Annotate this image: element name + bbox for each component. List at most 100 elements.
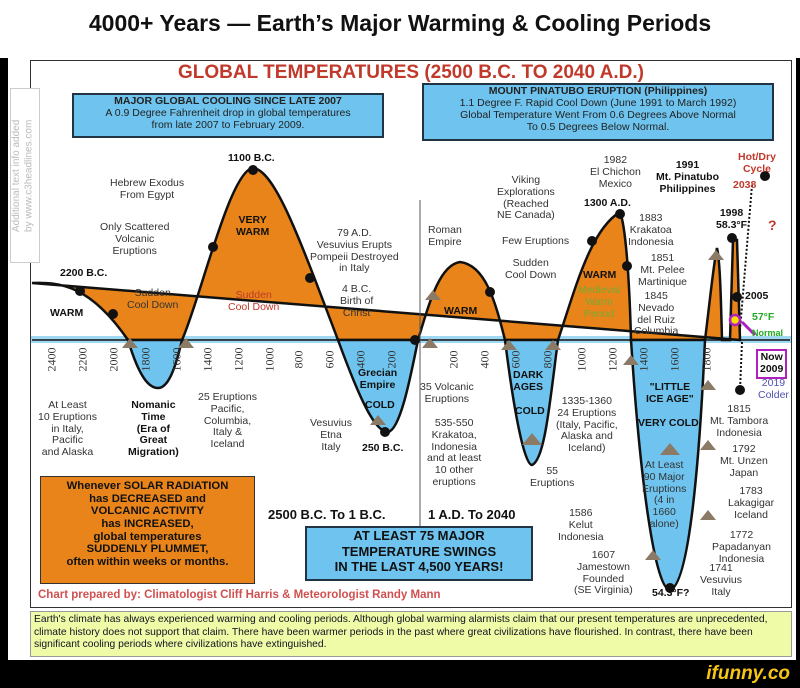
period-bc: 2500 B.C. To 1 B.C. [268, 507, 386, 522]
credit-line: Chart prepared by: Climatologist Cliff H… [38, 589, 441, 601]
projection-line [739, 184, 753, 331]
label-pelee: 1851 Mt. Pelee Martinique [638, 252, 688, 288]
label-medieval: Medieval Warm Period [578, 284, 621, 320]
tick-label-ad: 1600 [667, 347, 682, 372]
now-arrow [740, 320, 757, 337]
label-nomanic: Nomanic Time (Era of Great Migration) [128, 399, 179, 458]
label-jamestown: 1607 Jamestown Founded (SE Virginia) [574, 549, 633, 597]
pinatubo-heading: MOUNT PINATUBO ERUPTION (Philippines) [488, 85, 708, 97]
current-temp-marker [728, 313, 742, 327]
label-cold: COLD [365, 399, 395, 411]
key-points [75, 165, 770, 593]
label-ruiz: 1845 Nevado del Ruiz Columbia [634, 290, 679, 338]
label-warm-2: WARM [444, 305, 478, 317]
tick-label-bc: 200 [384, 350, 399, 369]
cooling-box: MAJOR GLOBAL COOLING SINCE LATE 2007 A 0.… [72, 93, 384, 138]
label-kelut: 1586 Kelut Indonesia [558, 507, 604, 543]
label-roman: Roman Empire [428, 224, 462, 248]
label-25-eruptions: 25 Eruptions Pacific, Columbia, Italy & … [198, 391, 257, 450]
label-chichon: 1982 El Chichon Mexico [590, 154, 641, 190]
page-title: 4000+ Years — Earth’s Major Warming & Co… [88, 10, 712, 36]
label-warm: WARM [50, 307, 84, 319]
swings-box: AT LEAST 75 MAJOR TEMPERATURE SWINGS IN … [305, 526, 533, 581]
label-2200bc: 2200 B.C. [60, 267, 108, 279]
label-krakatoa-535: 535-550 Krakatoa, Indonesia and at least… [427, 417, 482, 488]
label-pinatubo: 1991 Mt. Pinatubo Philippines [656, 159, 719, 195]
caption-note: Earth's climate has always experienced w… [30, 611, 792, 657]
label-cold-2: COLD [515, 405, 545, 417]
label-very-cold: VERY COLD [638, 417, 699, 429]
label-very-warm: VERY WARM [236, 214, 270, 238]
label-57f: 57°F [752, 311, 775, 323]
label-35-eruptions: 35 Volcanic Eruptions [420, 381, 474, 405]
label-warm-3: WARM [583, 269, 617, 281]
label-55-eruptions: 55 Eruptions [530, 465, 575, 489]
label-dark-ages: DARK AGES [513, 369, 544, 393]
label-grecian: Grecian Empire [358, 367, 398, 391]
solar-box: Whenever SOLAR RADIATION has DECREASED a… [40, 476, 255, 584]
label-question: ? [768, 217, 777, 233]
label-54f: 54.3°F? [652, 587, 690, 599]
volcano-icons [122, 250, 724, 560]
tick-label-ad: 1800 [699, 347, 714, 372]
label-tambora: 1815 Mt. Tambora Indonesia [710, 403, 769, 439]
label-viking: Viking Explorations (Reached NE Canada) [497, 174, 555, 222]
label-exodus: Hebrew Exodus From Egypt [110, 177, 185, 201]
label-papadanyan: 1772 Papadanyan Indonesia [712, 529, 771, 565]
label-1335: 1335-1360 24 Eruptions (Italy, Pacific, … [556, 395, 618, 454]
header: 4000+ Years — Earth’s Major Warming & Co… [0, 0, 800, 58]
label-now-2009: Now 2009 [756, 349, 788, 379]
tick-label-bc: 1400 [200, 347, 215, 372]
tick-label-bc: 1000 [262, 347, 277, 372]
tick-label-ad: 800 [540, 350, 555, 369]
label-2038: 2038 [733, 179, 757, 191]
tick-label-bc: 400 [353, 350, 368, 369]
label-krakatoa: 1883 Krakatoa Indonesia [628, 212, 674, 248]
label-at-least-10: At Least 10 Eruptions in Italy, Pacific … [38, 399, 97, 458]
label-vesuvius-etna: Vesuvius Etna Italy [310, 417, 353, 453]
label-1998: 1998 58.3°F [716, 207, 748, 231]
tick-label-bc: 2000 [106, 347, 121, 372]
tick-label-bc: 1800 [138, 347, 153, 372]
label-2019-colder: 2019 Colder [758, 377, 789, 401]
label-sudden-cool-2: Sudden Cool Down [228, 289, 280, 313]
label-normal: Normal [752, 328, 784, 338]
label-unzen: 1792 Mt. Unzen Japan [720, 443, 768, 479]
cooling-projection [739, 341, 743, 391]
watermark: Additional text info added by www.c3head… [10, 88, 40, 263]
label-little-ice-age: "LITTLE ICE AGE" [646, 381, 694, 405]
label-hot-dry: Hot/Dry Cycle [738, 151, 776, 175]
tick-label-ad: 1000 [574, 347, 589, 372]
pinatubo-box: MOUNT PINATUBO ERUPTION (Philippines) 1.1… [422, 83, 774, 141]
cooling-heading: MAJOR GLOBAL COOLING SINCE LATE 2007 [114, 95, 342, 107]
label-2005: 2005 [745, 290, 769, 302]
tick-label-bc: 1600 [169, 347, 184, 372]
tick-label-bc: 800 [291, 350, 306, 369]
label-vesuvius-79: 79 A.D. Vesuvius Erupts Pompeii Destroye… [310, 227, 399, 275]
label-scattered: Only Scattered Volcanic Eruptions [100, 221, 170, 257]
tick-label-bc: 1200 [231, 347, 246, 372]
pinatubo-body: 1.1 Degree F. Rapid Cool Down (June 1991… [459, 97, 737, 134]
chart-title: GLOBAL TEMPERATURES (2500 B.C. TO 2040 A… [178, 62, 644, 83]
tick-label-ad: 1200 [605, 347, 620, 372]
tick-label-ad: 400 [477, 350, 492, 369]
tick-label-ad: 200 [446, 350, 461, 369]
label-sudden-cool: Sudden Cool Down [127, 287, 179, 311]
label-90-eruptions: At Least 90 Major Eruptions (4 in 1660 a… [642, 459, 687, 530]
tick-label-bc: 2400 [44, 347, 59, 372]
label-1300ad: 1300 A.D. [584, 197, 631, 209]
label-christ: 4 B.C. Birth of Christ [340, 283, 374, 319]
tick-label-ad: 600 [508, 350, 523, 369]
warm-region [31, 166, 742, 342]
label-sudden-cool-3: Sudden Cool Down [505, 257, 557, 281]
period-ad: 1 A.D. To 2040 [428, 507, 516, 522]
cooling-body: A 0.9 Degree Fahrenheit drop in global t… [105, 107, 351, 132]
tick-label-bc: 600 [322, 350, 337, 369]
label-vesuvius-1741: 1741 Vesuvius Italy [700, 562, 743, 598]
tick-label-bc: 2200 [75, 347, 90, 372]
label-few-eruptions: Few Eruptions [502, 235, 570, 247]
label-1100bc: 1100 B.C. [228, 152, 275, 164]
label-250bc: 250 B.C. [362, 442, 404, 454]
label-laki: 1783 Lakagigar Iceland [728, 485, 775, 521]
